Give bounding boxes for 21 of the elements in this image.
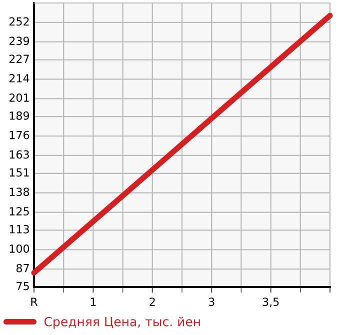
x-tick-label: 3,5 <box>262 298 279 308</box>
y-tick-label: 227 <box>9 54 29 63</box>
x-tick-label: 3 <box>208 298 214 306</box>
y-tick-label: 125 <box>10 207 29 216</box>
y-tick-label: 100 <box>10 244 30 253</box>
y-tick-label: 75 <box>16 282 29 290</box>
y-tick-label: 151 <box>10 168 29 177</box>
x-tick-label: R <box>31 298 38 306</box>
y-tick-label: 189 <box>10 111 30 120</box>
y-tick-label: 214 <box>9 74 30 82</box>
x-tick-label: 2 <box>150 298 155 306</box>
y-tick-label: 201 <box>9 93 29 102</box>
y-tick-label: 87 <box>16 264 29 272</box>
y-tick-label: 252 <box>9 17 29 26</box>
legend-label: Средняя Цена, тыс. йен <box>44 316 200 329</box>
y-tick-label: 138 <box>10 188 30 196</box>
y-tick-label: 163 <box>10 150 29 159</box>
y-tick-label: 176 <box>10 130 30 140</box>
y-tick-label: 239 <box>9 36 30 46</box>
y-tick-label: 113 <box>10 225 29 234</box>
x-tick-label: 1 <box>90 298 96 306</box>
